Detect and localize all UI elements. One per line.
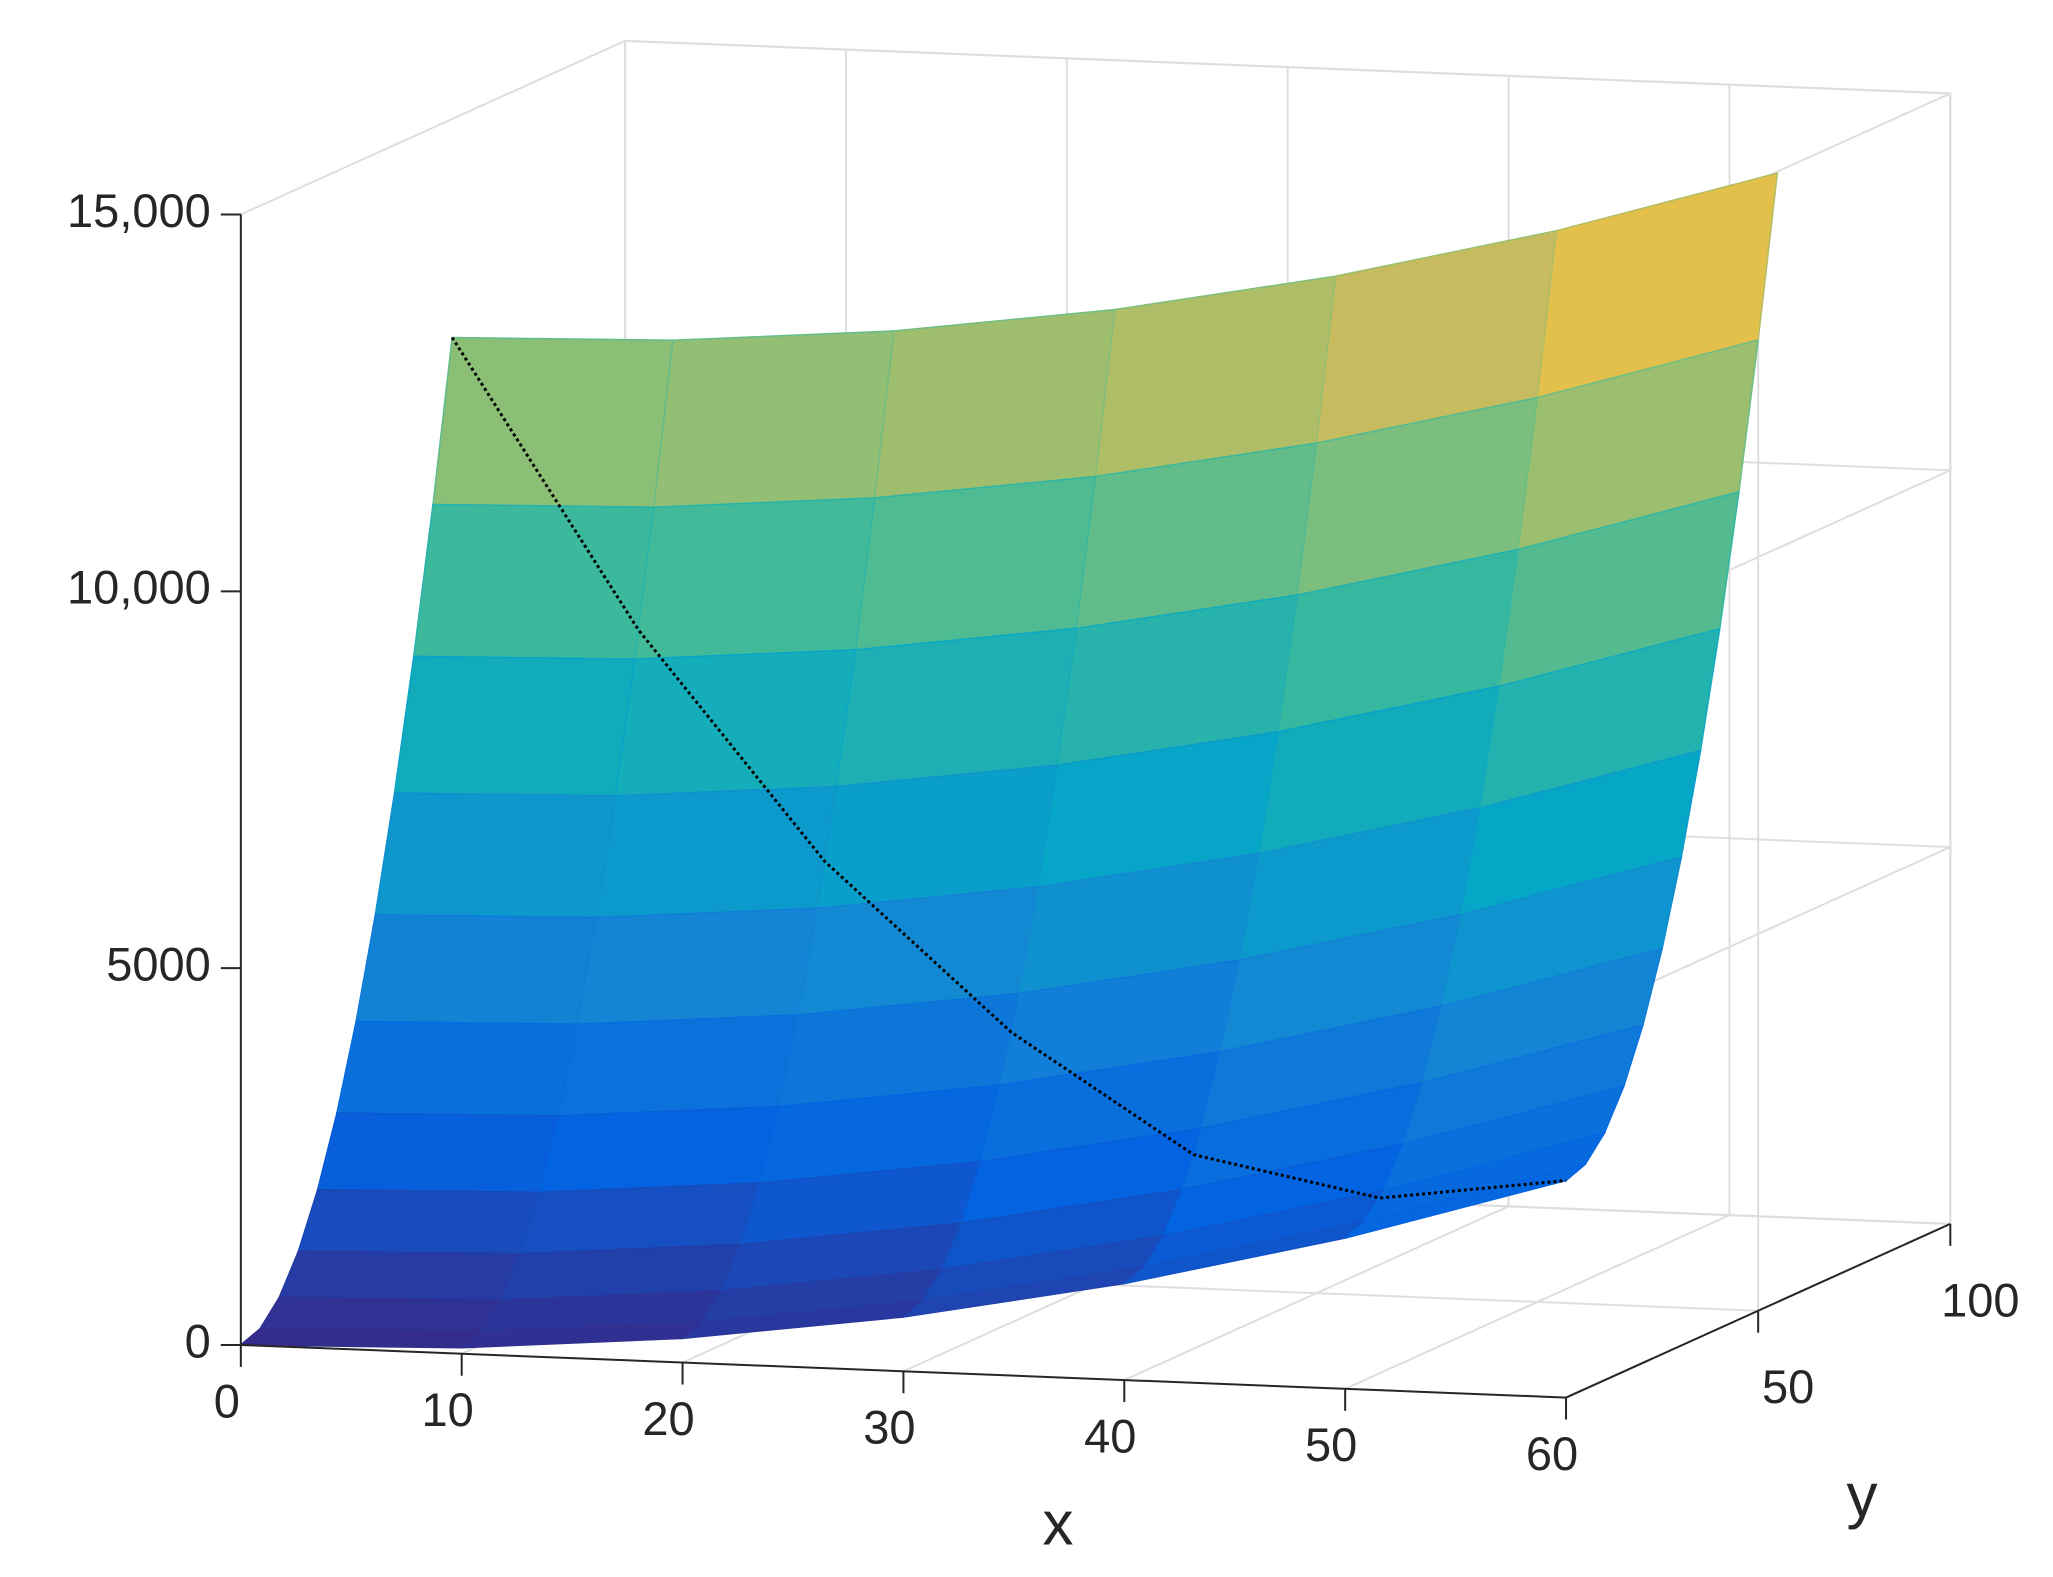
- box-edge: [240, 39, 626, 216]
- surface-patch: [393, 655, 636, 797]
- surface-patch: [258, 1296, 502, 1333]
- x-axis-label: x: [1043, 1489, 1074, 1558]
- surface-patch: [518, 1182, 761, 1255]
- z-tick-label: 15,000: [67, 184, 211, 237]
- curve-line: [450, 336, 1567, 1200]
- surface-patch: [595, 785, 838, 919]
- y-tick-label: 100: [1941, 1273, 2019, 1326]
- surface-patch: [412, 503, 655, 660]
- surface-patch: [854, 475, 1097, 651]
- z-tick-label: 5000: [106, 938, 211, 991]
- surface-patch: [374, 792, 617, 919]
- x-tick-label: 30: [863, 1401, 915, 1454]
- surface-patch: [556, 1014, 799, 1117]
- surface-patch: [297, 1188, 540, 1255]
- x-tick-label: 60: [1526, 1427, 1578, 1480]
- surface-patch: [278, 1250, 521, 1301]
- y-axis-label: y: [1847, 1461, 1878, 1530]
- surface-patch: [537, 1105, 780, 1194]
- x-tick-label: 20: [642, 1392, 694, 1445]
- surface-patch: [614, 648, 857, 797]
- surface-patch: [316, 1112, 559, 1194]
- z-tick-label: 10,000: [67, 561, 211, 614]
- grid-line: [625, 39, 1951, 95]
- surface-patch: [816, 764, 1059, 910]
- x-tick-label: 10: [422, 1383, 474, 1436]
- x-tick-label: 50: [1305, 1418, 1357, 1471]
- surface-patch: [355, 914, 598, 1026]
- surface-patch: [335, 1020, 578, 1117]
- x-tick-label: 0: [214, 1374, 240, 1427]
- x-tick-label: 40: [1084, 1409, 1136, 1462]
- surface-patch: [835, 627, 1078, 788]
- surface-patch: [1344, 1163, 1586, 1239]
- surface-patch: [633, 497, 876, 660]
- z-tick-label: 0: [185, 1314, 211, 1367]
- surface-patch: [652, 330, 895, 508]
- surface-patch: [576, 907, 818, 1026]
- surface-patch: [238, 1327, 483, 1349]
- surface-patch: [873, 308, 1116, 499]
- y-tick-label: 50: [1762, 1360, 1814, 1413]
